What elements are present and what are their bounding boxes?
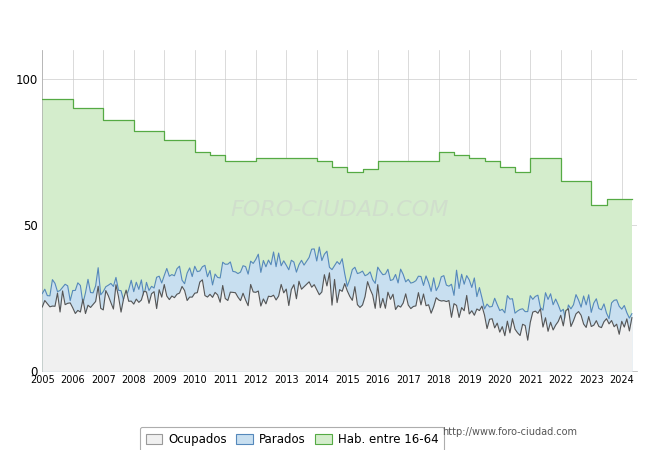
Text: http://www.foro-ciudad.com: http://www.foro-ciudad.com [442,428,577,437]
Text: FORO-CIUDAD.COM: FORO-CIUDAD.COM [230,200,449,220]
Legend: Ocupados, Parados, Hab. entre 16-64: Ocupados, Parados, Hab. entre 16-64 [140,427,444,450]
Text: Diego del Carpio - Evolucion de la poblacion en edad de Trabajar Mayo de 2024: Diego del Carpio - Evolucion de la pobla… [70,13,580,26]
